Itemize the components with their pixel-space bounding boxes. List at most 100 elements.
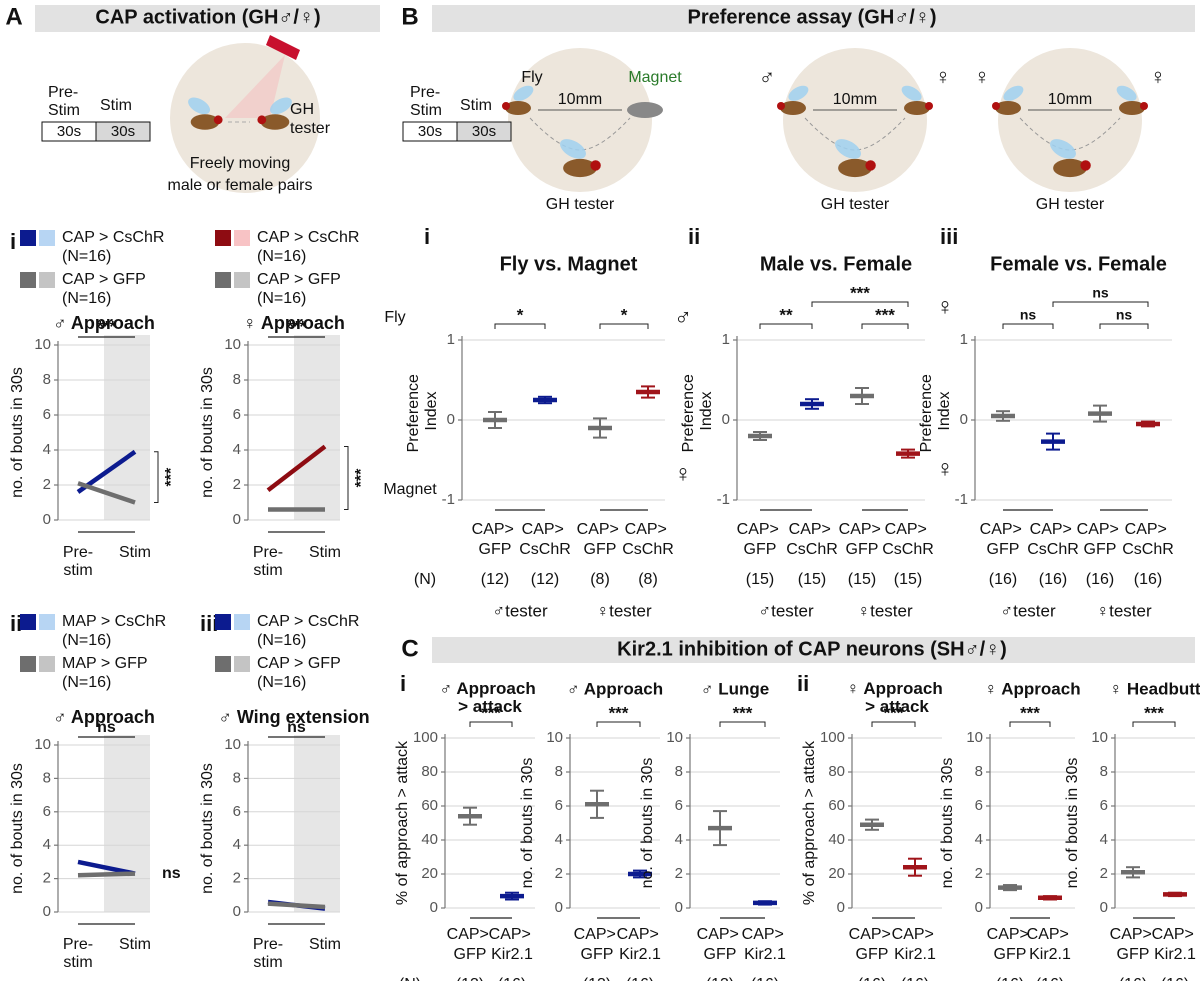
n-label: (15) — [894, 571, 922, 588]
fly-wing — [901, 85, 922, 101]
y-tick-label: 1 — [447, 331, 455, 348]
fly-eye — [865, 160, 876, 171]
legend-swatch — [215, 272, 231, 288]
n-label: (13) — [583, 976, 611, 981]
sig-bracket — [1009, 721, 1051, 727]
approach-arrow — [1019, 117, 1121, 151]
fly-wing — [835, 139, 861, 159]
legend-label: CAP > CsChR — [257, 229, 359, 246]
subpanel-label: ii — [797, 671, 809, 696]
group-label: ♂tester — [492, 601, 548, 620]
significance: * — [621, 305, 628, 324]
legend-label: (N=16) — [62, 248, 111, 265]
panel-title: CAP activation (GH♂/♀) — [95, 6, 320, 28]
sig-bracket — [494, 323, 546, 329]
protocol-label: Stim — [460, 97, 492, 114]
y-tick-label: 80 — [421, 763, 438, 780]
distance-label: 10mm — [1048, 91, 1092, 108]
sig-bracket — [719, 721, 766, 727]
legend-swatch — [215, 230, 231, 246]
significance: *** — [97, 319, 116, 336]
group-label: ♀tester — [1096, 601, 1152, 620]
fly-wing — [188, 97, 211, 115]
tester-label: tester — [290, 120, 331, 137]
y-tick-label: 6 — [233, 406, 241, 423]
n-label: (13) — [706, 976, 734, 981]
x-tick-label: CAP> GFP — [737, 521, 784, 558]
x-tick-label: CAP> Kir2.1 — [1152, 926, 1199, 963]
y-tick-label: 8 — [675, 763, 683, 780]
subpanel-label: iii — [940, 224, 958, 249]
y-tick-label: 4 — [1100, 831, 1108, 848]
arena-right-label: ♀ — [935, 64, 952, 89]
sig-bracket — [861, 323, 909, 329]
significance: ns — [162, 865, 181, 882]
chart-title: Male vs. Female — [760, 253, 912, 275]
stim-shade — [294, 335, 340, 520]
chart-title: Female vs. Female — [990, 253, 1167, 275]
y-tick-label: 4 — [233, 836, 241, 853]
arena-right-label: Magnet — [628, 69, 682, 86]
x-tick-label: CAP> GFP — [697, 926, 744, 963]
y-tick-label: 8 — [43, 769, 51, 786]
fly-body — [563, 158, 597, 178]
header-bar — [432, 637, 1195, 663]
y-tick-label: 2 — [675, 865, 683, 882]
y-tick-label: 1 — [960, 331, 968, 348]
y-tick-label: 20 — [828, 865, 845, 882]
y-axis-label: % of approach > attack — [801, 740, 818, 905]
significance: *** — [1020, 703, 1040, 722]
x-tick-label: CAP> GFP — [1077, 521, 1124, 558]
y-axis-label: no. of bouts in 30s — [199, 367, 216, 498]
n-label: (16) — [989, 571, 1017, 588]
y-tick-label: 0 — [675, 899, 683, 916]
arena-left-label: ♂ — [759, 64, 776, 89]
fly-wing — [1003, 85, 1024, 101]
fly-body — [190, 114, 220, 130]
y-axis-label: no. of bouts in 30s — [519, 758, 536, 889]
y-tick-label: 0 — [233, 903, 241, 920]
significance: ns — [1020, 307, 1037, 323]
n-label: (16) — [1086, 571, 1114, 588]
chart-title: Fly vs. Magnet — [500, 253, 638, 275]
fly-body — [838, 158, 872, 178]
y-tick-label: 2 — [233, 870, 241, 887]
sig-bracket — [1132, 721, 1176, 727]
axis-end-label: Fly — [384, 309, 405, 326]
arena — [508, 48, 652, 192]
protocol-box — [456, 121, 512, 142]
panel-title: Preference assay (GH♂/♀) — [687, 6, 936, 28]
x-tick-label: Stim — [119, 544, 151, 561]
fly-eye — [1140, 102, 1148, 110]
x-tick-label: CAP> GFP — [980, 521, 1027, 558]
legend-label: (N=16) — [62, 674, 111, 691]
fly-wing — [269, 97, 292, 115]
sig-bracket — [1002, 323, 1054, 329]
fly-eye — [257, 115, 267, 125]
arena-left-label: Fly — [521, 69, 542, 86]
arena — [998, 48, 1142, 192]
y-tick-label: 0 — [43, 903, 51, 920]
x-tick-label: Pre-stim — [253, 544, 283, 579]
legend-label: (N=16) — [62, 632, 111, 649]
y-tick-label: -1 — [442, 491, 455, 508]
y-tick-label: 2 — [975, 865, 983, 882]
fly-wing — [1116, 85, 1137, 101]
protocol-label: Pre- — [48, 84, 78, 101]
significance: ns — [1092, 285, 1109, 301]
y-tick-label: 0 — [43, 511, 51, 528]
y-axis-label: no. of bouts in 30s — [9, 367, 26, 498]
x-tick-label: CAP> Kir2.1 — [1027, 926, 1074, 963]
y-tick-label: 8 — [1100, 763, 1108, 780]
x-tick-label: CAP> GFP — [987, 926, 1034, 963]
group-label: ♀tester — [596, 601, 652, 620]
light-source — [266, 35, 300, 60]
chart-title: ♂ Approach > attack — [440, 679, 541, 716]
significance: *** — [353, 468, 370, 487]
arena — [783, 48, 927, 192]
fly-body — [904, 101, 930, 115]
stim-shade — [104, 735, 150, 912]
y-tick-label: 10 — [34, 336, 51, 353]
y-tick-label: 0 — [975, 899, 983, 916]
caption: male or female pairs — [168, 177, 313, 194]
